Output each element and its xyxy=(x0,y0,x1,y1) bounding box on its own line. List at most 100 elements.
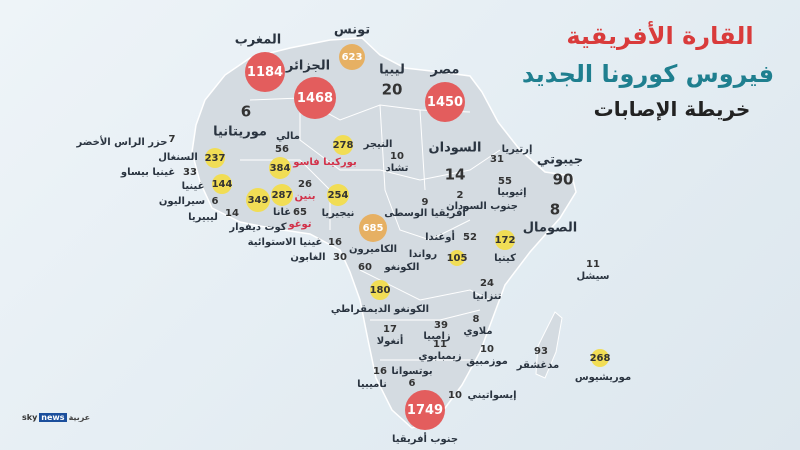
case-count: 11 xyxy=(433,339,447,350)
case-count: 10 xyxy=(390,151,404,162)
country-label: جيبوتي xyxy=(536,152,584,168)
country-label: مصر xyxy=(430,62,460,78)
case-bubble: 268 xyxy=(590,349,610,367)
case-count: 30 xyxy=(333,252,347,263)
case-count: 2 xyxy=(456,190,464,201)
case-count: 39 xyxy=(434,320,448,331)
case-count: 20 xyxy=(381,80,403,99)
country-label: رواندا xyxy=(408,249,438,260)
country-label: السودان xyxy=(428,140,482,156)
case-count: 33 xyxy=(183,167,197,178)
country-label: تنزانيا xyxy=(472,291,502,302)
country-label: أنغولا xyxy=(376,336,404,347)
country-label: غينيا الاستوائية xyxy=(247,237,323,248)
case-count: 6 xyxy=(408,378,416,389)
case-bubble: 1184 xyxy=(245,52,285,92)
case-count: 60 xyxy=(358,262,372,273)
country-label: زامبيا xyxy=(423,331,451,342)
country-label: غينيا بيساو xyxy=(120,167,176,178)
country-label: أوغندا xyxy=(425,232,455,243)
madagascar-landmass xyxy=(535,311,563,379)
case-bubble: 1468 xyxy=(294,77,336,119)
country-label: الكاميرون xyxy=(349,244,397,255)
country-label: نيجيريا xyxy=(321,208,355,219)
case-count: 8 xyxy=(549,200,561,219)
country-label: الكونغو xyxy=(384,262,420,273)
map-title: القارة الأفريقية xyxy=(566,22,754,50)
country-label: إرتيريا xyxy=(501,144,533,155)
country-label: جنوب أفريقيا xyxy=(391,434,459,445)
case-count: 11 xyxy=(586,259,600,270)
case-count: 14 xyxy=(225,208,239,219)
case-bubble: 1749 xyxy=(405,390,445,430)
country-label: كينيا xyxy=(494,253,516,264)
case-count: 6 xyxy=(211,196,219,207)
case-count: 24 xyxy=(480,278,494,289)
country-label: النيجر xyxy=(363,139,393,150)
case-count: 90 xyxy=(552,170,574,189)
case-bubble: 144 xyxy=(212,174,232,194)
case-count: 56 xyxy=(275,144,289,155)
country-label: بوركينا فاسو xyxy=(293,157,357,168)
country-label: زيمبابوي xyxy=(418,351,462,362)
country-label: غينيا xyxy=(181,181,205,192)
case-count: 8 xyxy=(472,314,480,325)
map-subtitle: فيروس كورونا الجديد xyxy=(521,60,775,88)
country-label: السنغال xyxy=(158,152,198,163)
country-label: بنين xyxy=(294,191,316,202)
case-count: 16 xyxy=(373,366,387,377)
case-count: 55 xyxy=(498,176,512,187)
case-count: 93 xyxy=(534,346,548,357)
country-label: سيراليون xyxy=(158,196,206,207)
case-count: 26 xyxy=(298,179,312,190)
map-caption: خريطة الإصابات xyxy=(593,97,751,121)
case-bubble: 623 xyxy=(339,44,365,70)
country-label: ليبيا xyxy=(379,62,405,78)
case-bubble: 180 xyxy=(370,280,390,300)
country-label: الجزائر xyxy=(285,58,331,74)
country-label: مدغشقر xyxy=(516,360,560,371)
logo-arabic: عربية xyxy=(68,413,91,422)
country-label: الصومال xyxy=(522,220,578,236)
country-label: ملاوي xyxy=(463,326,493,337)
country-label: تونس xyxy=(333,22,371,38)
country-label: أفريقيا الوسطى xyxy=(384,208,466,219)
country-label: سيشل xyxy=(576,271,610,282)
case-count: 9 xyxy=(421,197,429,208)
country-label: إثيوبيا xyxy=(497,187,527,198)
logo-sky: sky xyxy=(22,413,38,422)
case-bubble: 172 xyxy=(495,230,515,250)
country-label: الكونغو الديمقراطي xyxy=(330,304,430,315)
case-count: 7 xyxy=(168,134,176,145)
case-bubble: 1450 xyxy=(425,82,465,122)
case-bubble: 287 xyxy=(271,184,293,206)
country-label: إيسواتيني xyxy=(467,390,517,401)
country-label: حزر الراس الأخضر xyxy=(76,137,168,148)
case-count: 52 xyxy=(463,232,477,243)
country-label: جنوب السودان xyxy=(446,201,518,212)
case-bubble: 237 xyxy=(205,148,225,168)
case-count: 31 xyxy=(490,154,504,165)
case-count: 10 xyxy=(448,390,462,401)
case-count: 10 xyxy=(480,344,494,355)
country-label: المغرب xyxy=(234,32,282,48)
case-count: 17 xyxy=(383,324,397,335)
country-label: غانا xyxy=(272,207,292,218)
case-bubble: 685 xyxy=(359,214,387,242)
country-label: بوتسوانا xyxy=(391,366,433,377)
case-count: 6 xyxy=(240,102,252,121)
country-label: موريتانيا xyxy=(213,124,267,140)
country-label: موريشيوس xyxy=(574,372,632,383)
country-label: ليبيريا xyxy=(188,212,218,223)
case-bubble: 384 xyxy=(269,157,291,179)
logo-news: news xyxy=(39,413,67,422)
case-bubble: 349 xyxy=(246,188,270,212)
country-label: مالي xyxy=(276,131,300,142)
case-bubble: 254 xyxy=(327,184,349,206)
case-bubble: 105 xyxy=(447,250,467,266)
country-label: موزمبيق xyxy=(466,356,508,367)
country-label: الغابون xyxy=(290,252,326,263)
sky-news-arabia-logo: sky news عربية xyxy=(22,413,90,422)
country-label: تشاد xyxy=(385,163,409,174)
case-bubble: 278 xyxy=(333,135,353,155)
